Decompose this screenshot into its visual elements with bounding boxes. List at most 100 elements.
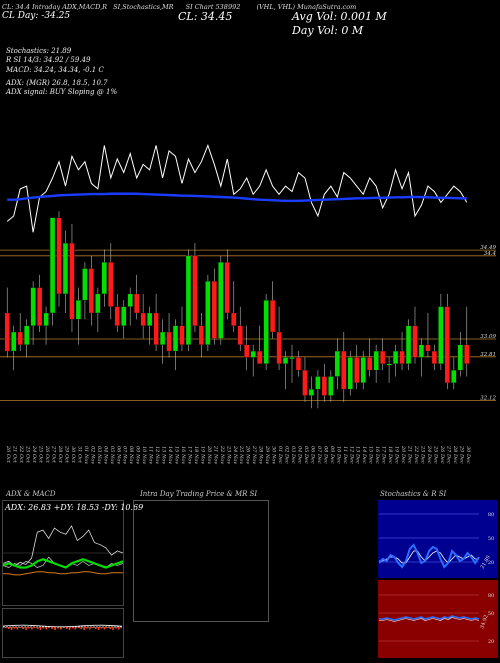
macd-histogram-bar — [60, 627, 62, 630]
candle-body — [62, 242, 69, 295]
x-tick-label: 01 Dec — [277, 446, 283, 464]
macd-histogram-bar — [63, 627, 65, 628]
rsi-readout: R SI 14/3: 34.92 / 59.49 — [6, 56, 91, 64]
macd-histogram-bar — [48, 627, 51, 628]
x-tick-label: 23 Nov — [225, 445, 231, 464]
candle-body — [341, 350, 347, 390]
candle-body — [263, 300, 269, 364]
header-title-1: CL: 34.4 Intraday ADX,MACD,R — [2, 3, 108, 11]
macd-histogram-bar — [94, 627, 97, 629]
x-tick-label: 04 Dec — [296, 446, 302, 464]
candle-body — [224, 262, 230, 314]
x-tick-label: 24 Oct — [31, 445, 37, 464]
macd-histogram-bar — [28, 627, 30, 629]
macd-histogram-bar — [54, 627, 56, 630]
macd-histogram-bar — [77, 627, 80, 628]
candle-body — [185, 255, 192, 345]
x-tick-label: 22 Nov — [219, 445, 225, 464]
rsi-panel: 80 50 20 34.92 — [378, 580, 498, 658]
candle-body — [276, 331, 282, 364]
stoch-tick-label: 80 — [488, 512, 494, 518]
x-tick-label: 06 Nov — [115, 446, 121, 464]
candle-body — [49, 217, 56, 314]
candle-body — [380, 350, 386, 364]
x-tick-label: 21 Nov — [212, 445, 218, 464]
x-tick-label: 14 Dec — [361, 446, 367, 464]
macd-plot — [2, 624, 123, 630]
x-tick-label: 16 Dec — [374, 446, 380, 464]
x-tick-label: 26 Oct — [44, 445, 50, 464]
x-tick-label: 20 Nov — [206, 445, 212, 464]
candle-body — [347, 357, 353, 390]
macd-histogram-bar — [106, 627, 109, 628]
x-tick-label: 22 Oct — [18, 445, 24, 464]
intraday-panel — [133, 500, 269, 622]
macd-histogram-bar — [34, 627, 36, 628]
x-tick-label: 19 Dec — [394, 446, 400, 464]
macd-histogram-bar — [100, 627, 103, 629]
x-tick-label: 28 Dec — [452, 445, 458, 464]
candle-body — [451, 369, 457, 383]
candle-body — [56, 217, 62, 295]
macd-histogram-bar — [103, 627, 106, 630]
x-tick-label: 08 Dec — [322, 446, 328, 464]
macd-histogram-bar — [112, 627, 114, 630]
x-tick-label: 02 Dec — [284, 446, 290, 464]
x-tick-label: 10 Dec — [335, 446, 341, 464]
candle-body — [127, 293, 133, 307]
cl-value: CL: 34.45 — [178, 10, 233, 23]
candle-body — [114, 306, 120, 326]
candle-body — [457, 344, 463, 371]
candle-body — [392, 350, 399, 364]
level-label: 34.49 — [480, 245, 496, 251]
macd-histogram-bar — [42, 627, 45, 629]
x-tick-label: 12 Nov — [154, 446, 160, 464]
macd-histogram-bar — [36, 627, 39, 629]
candle-body — [108, 262, 114, 307]
candle-body — [101, 262, 107, 295]
macd-histogram-bar — [86, 627, 88, 629]
candle-body — [250, 350, 256, 358]
candle-body — [36, 287, 43, 326]
candle-body — [147, 312, 153, 326]
candle-body — [82, 268, 88, 301]
macd-histogram-bar — [16, 627, 19, 630]
macd-histogram-bar — [118, 627, 120, 630]
candle-body — [257, 350, 263, 364]
macd-histogram-bar — [68, 627, 71, 630]
x-tick-label: 29 Nov — [264, 445, 270, 464]
plus-dy-line — [2, 525, 124, 566]
x-tick-label: 02 Nov — [89, 446, 95, 464]
macd-histogram-bar — [83, 627, 85, 630]
x-tick-label: 27 Oct — [51, 445, 57, 464]
candle-body — [464, 344, 470, 364]
adx-panel-title: ADX & MACD — [6, 490, 56, 498]
candle-body — [4, 312, 10, 352]
macd-histogram-bar — [19, 627, 22, 628]
macd-histogram-bar — [92, 627, 94, 628]
candle-body — [444, 306, 450, 383]
candle-body — [269, 300, 276, 333]
header-title-2: SI,Stochastics,MR — [113, 3, 174, 11]
candle-body — [321, 376, 327, 396]
stochastics-panel: 80 50 20 21.89 — [378, 500, 498, 578]
candle-body — [43, 312, 49, 326]
x-tick-label: 10 Nov — [141, 446, 147, 464]
x-tick-label: 09 Nov — [135, 446, 141, 464]
candle-body — [360, 357, 366, 383]
x-tick-label: 04 Nov — [102, 446, 108, 464]
x-tick-label: 29 Dec — [458, 445, 464, 464]
x-tick-label: 28 Oct — [57, 445, 63, 464]
adx-signal-readout: ADX signal: BUY Sloping @ 1% — [6, 88, 118, 96]
candle-body — [334, 350, 340, 377]
candle-body — [354, 357, 360, 383]
macd-histogram-bar — [10, 627, 13, 630]
x-tick-label: 26 Dec — [439, 445, 445, 464]
candle-body — [30, 287, 36, 326]
candle-body — [205, 281, 211, 345]
x-tick-label: 25 Dec — [432, 445, 438, 464]
rsi-plot: 80 50 20 34.92 — [379, 593, 494, 645]
macd-histogram-bar — [71, 627, 74, 629]
header-title-4: (VHL, VHL) MunafaSutra.com — [256, 3, 357, 11]
macd-histogram-bar — [5, 627, 7, 628]
